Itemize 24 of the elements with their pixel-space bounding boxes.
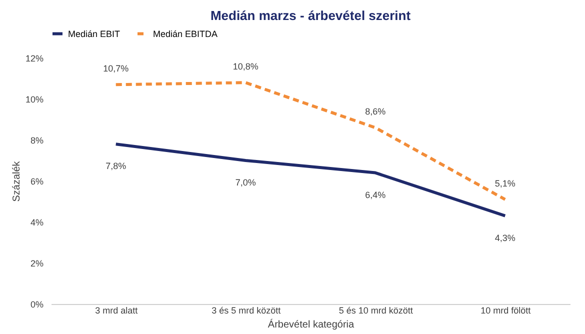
legend-label: Medián EBITDA xyxy=(153,28,218,39)
data-label: 10,7% xyxy=(103,64,129,74)
data-label: 4,3% xyxy=(494,232,516,243)
data-label: 6,4% xyxy=(365,190,386,200)
y-tick-label: 12% xyxy=(25,54,44,64)
x-tick-label: 3 mrd alatt xyxy=(95,306,138,316)
x-axis-title: Árbevétel kategória xyxy=(268,318,355,330)
x-tick-label: 3 és 5 mrd között xyxy=(212,306,282,316)
chart-title: Medián marzs - árbevétel szerint xyxy=(210,8,412,23)
data-label: 5,1% xyxy=(494,178,516,188)
data-label: 7,8% xyxy=(106,161,126,172)
y-axis-title: Százalék xyxy=(11,160,22,202)
y-tick-label: 4% xyxy=(30,218,44,228)
y-tick-label: 6% xyxy=(30,176,44,186)
y-tick-label: 10% xyxy=(25,94,44,104)
y-tick-label: 2% xyxy=(30,258,44,268)
legend-label: Medián EBIT xyxy=(68,28,121,39)
data-label: 8,6% xyxy=(365,106,386,117)
y-tick-label: 0% xyxy=(30,300,44,310)
data-label: 10,8% xyxy=(232,62,258,72)
data-label: 7,0% xyxy=(235,178,256,188)
x-tick-label: 5 és 10 mrd között xyxy=(338,306,414,316)
y-tick-label: 8% xyxy=(30,136,44,146)
x-tick-label: 10 mrd fölött xyxy=(480,306,532,316)
